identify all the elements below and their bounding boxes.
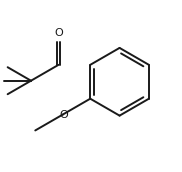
Text: O: O [54, 28, 63, 38]
Text: O: O [60, 110, 68, 120]
